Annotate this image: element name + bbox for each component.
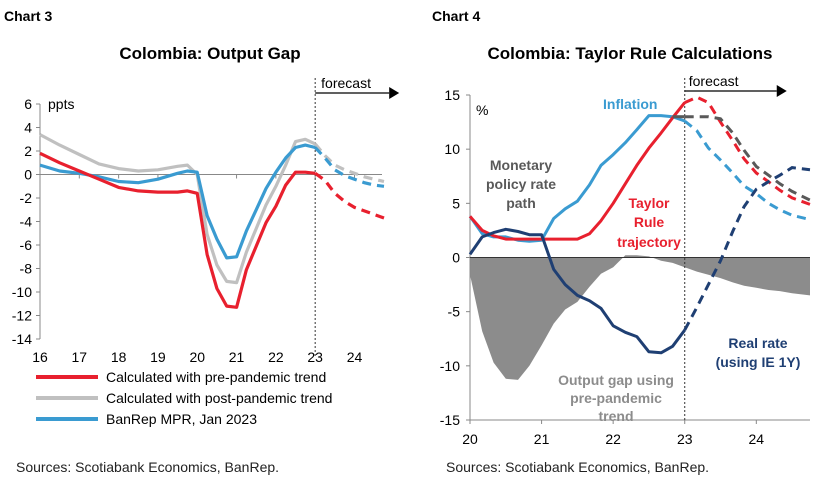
y-tick-label: -6 <box>20 237 33 253</box>
series-line-forecast <box>683 119 811 222</box>
series-line-actual <box>468 227 686 355</box>
y-tick-label: -14 <box>12 331 32 347</box>
output-gap-area <box>470 255 810 380</box>
y-tick-label: 10 <box>444 141 460 157</box>
y-tick-label: -10 <box>440 358 460 374</box>
taylor-rule-annotation: Taylor <box>629 195 671 211</box>
y-tick-label: -2 <box>20 190 33 206</box>
real-rate-annotation: (using IE 1Y) <box>716 354 801 370</box>
y-tick-label: 15 <box>444 87 460 103</box>
output-gap-annotation: Output gap using <box>558 372 674 388</box>
series-line-forecast <box>314 172 385 220</box>
inflation-annotation: Inflation <box>603 96 657 112</box>
legend-swatch-grey <box>36 395 98 400</box>
taylor-rule-annotation: Rule <box>634 214 665 230</box>
y-tick-label: -8 <box>20 261 33 277</box>
y-tick-label: -12 <box>12 308 32 324</box>
y-tick-label: 0 <box>24 167 32 183</box>
chart4-source: Sources: Scotiabank Economics, BanRep. <box>446 459 710 475</box>
x-tick-label: 17 <box>72 349 88 365</box>
forecast-label: forecast <box>321 75 371 91</box>
y-axis-unit: ppts <box>48 96 74 112</box>
legend-label: Calculated with pre-pandemic trend <box>106 368 327 385</box>
series-line-forecast <box>684 115 811 202</box>
legend-item-post-pandemic: Calculated with post-pandemic trend <box>36 387 332 408</box>
real-rate-annotation: Real rate <box>728 335 787 351</box>
x-tick-label: 21 <box>534 431 550 447</box>
legend-label: BanRep MPR, Jan 2023 <box>106 410 257 427</box>
chart3-source: Sources: Scotiabank Economics, BanRep. <box>16 459 280 475</box>
forecast-arrow-head <box>776 85 787 97</box>
x-tick-label: 18 <box>111 349 127 365</box>
y-tick-label: -15 <box>440 412 460 428</box>
taylor-rule-annotation: trajectory <box>617 234 681 250</box>
forecast-arrow-head <box>389 87 400 99</box>
x-tick-label: 24 <box>347 349 363 365</box>
y-tick-label: 0 <box>452 250 460 266</box>
chart3-label: Chart 3 <box>4 8 53 24</box>
y-tick-label: 6 <box>24 96 32 112</box>
series-line-forecast <box>313 142 385 184</box>
y-tick-label: -4 <box>20 214 33 230</box>
legend-item-pre-pandemic: Calculated with pre-pandemic trend <box>36 366 332 387</box>
series-line-forecast <box>314 146 385 188</box>
x-tick-label: 24 <box>749 431 765 447</box>
legend-swatch-red <box>36 374 98 379</box>
y-tick-label: -5 <box>448 304 461 320</box>
forecast-label: forecast <box>689 73 739 89</box>
chart4-label: Chart 4 <box>432 8 481 24</box>
legend-swatch-blue <box>36 416 98 421</box>
y-tick-label: 5 <box>452 195 460 211</box>
legend-label: Calculated with post-pandemic trend <box>106 389 333 406</box>
output-gap-annotation: pre-pandemic <box>570 390 662 406</box>
series-line-actual <box>468 114 686 243</box>
y-axis-unit: % <box>476 102 488 118</box>
series-line-forecast <box>683 166 811 331</box>
series-line-forecast <box>684 95 811 206</box>
policy-rate-annotation: path <box>506 195 536 211</box>
policy-rate-annotation: policy rate <box>486 176 556 192</box>
y-tick-label: -10 <box>12 284 32 300</box>
legend-item-banrep: BanRep MPR, Jan 2023 <box>36 408 332 429</box>
x-tick-label: 20 <box>189 349 205 365</box>
y-tick-label: 4 <box>24 120 32 136</box>
x-tick-label: 23 <box>677 431 693 447</box>
output-gap-annotation: trend <box>599 408 634 424</box>
series-line-actual <box>39 143 316 260</box>
x-tick-label: 23 <box>307 349 323 365</box>
x-tick-label: 20 <box>462 431 478 447</box>
series-line-actual <box>39 151 316 309</box>
policy-rate-annotation: Monetary <box>490 157 552 173</box>
chart3-title: Colombia: Output Gap <box>119 44 301 63</box>
x-tick-label: 22 <box>605 431 621 447</box>
x-tick-label: 22 <box>268 349 284 365</box>
x-tick-label: 19 <box>150 349 166 365</box>
series-line-actual <box>39 133 316 285</box>
chart3-legend: Calculated with pre-pandemic trend Calcu… <box>36 366 332 429</box>
chart4-title: Colombia: Taylor Rule Calculations <box>487 44 773 63</box>
x-tick-label: 21 <box>229 349 245 365</box>
series-line-actual <box>468 101 686 241</box>
y-tick-label: 2 <box>24 143 32 159</box>
x-tick-label: 16 <box>32 349 48 365</box>
